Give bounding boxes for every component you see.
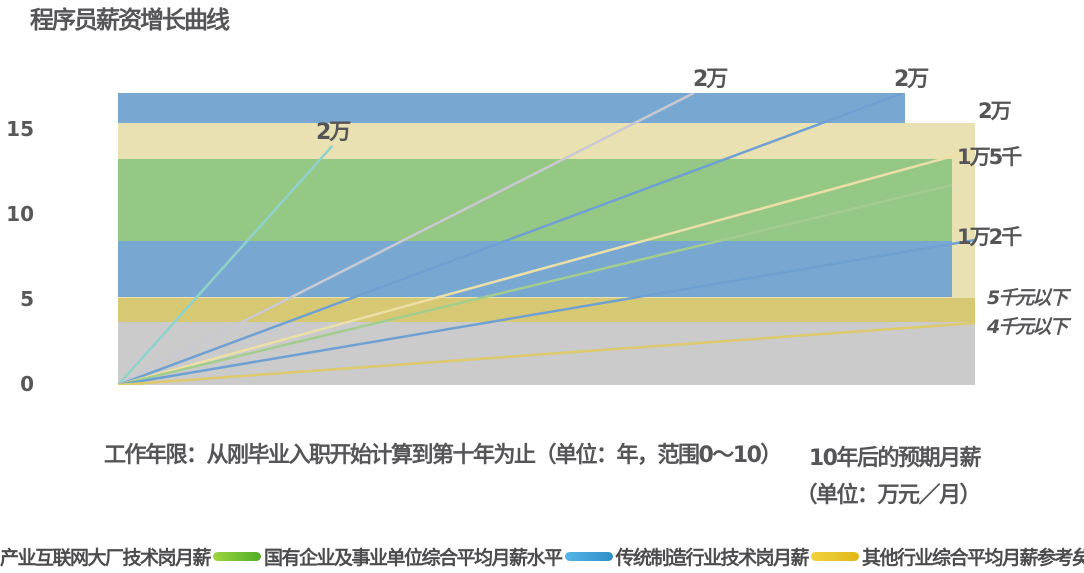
blue-line [118, 93, 904, 385]
teal-line [118, 145, 334, 385]
yellow-line [118, 321, 975, 385]
silver-line [118, 93, 695, 385]
x-axis-label: 工作年限：从刚毕业入职开始计算到第十年为止（单位：年，范围0～10） [104, 443, 782, 468]
series-lines-layer [118, 93, 975, 385]
legend-line-marker-green [213, 551, 262, 561]
band-label-cream: 1万5千 [957, 145, 1022, 169]
legend-label-yellow: 传统制造行业技术岗月薪 [615, 546, 810, 569]
band-label-top-blue: 2万 [978, 99, 1012, 123]
cream-line [118, 148, 975, 385]
chart-title: 程序员薪资增长曲线 [30, 6, 230, 34]
line-end-label-silver: 2万 [693, 67, 728, 92]
y-axis-tick-0: 0 [20, 372, 34, 396]
plot-area [118, 93, 975, 385]
green-line [118, 183, 953, 385]
legend-item-yellow[interactable]: 传统制造行业技术岗月薪 [616, 543, 863, 570]
legend-line-marker-blue [564, 551, 613, 561]
y-axis-tick-10: 10 [6, 202, 34, 226]
y-axis-tick-5: 5 [20, 287, 34, 311]
legend-label-gray: 其他行业综合平均月薪参考矣 [862, 546, 1084, 569]
legend-label-blue: 国有企业及事业单位综合平均月薪水平 [264, 546, 563, 569]
top-blue-band [118, 93, 905, 124]
legend-label-green: 产业互联网大厂技术岗月薪 [0, 546, 212, 569]
x-axis-right-label-line1: 10年后的预期月薪 [808, 446, 982, 471]
y-axis-tick-15: 15 [6, 117, 34, 141]
legend-item-green[interactable]: 产业互联网大厂技术岗月薪 [0, 543, 264, 570]
legend-item-gray[interactable]: 其他行业综合平均月薪参考矣 [862, 543, 1084, 570]
band-label-gray: 4千元以下 [987, 316, 1068, 338]
blue-line-2 [118, 238, 975, 385]
legend-item-blue[interactable]: 国有企业及事业单位综合平均月薪水平 [264, 543, 616, 570]
legend-line-marker-yellow [811, 551, 860, 561]
line-end-label-teal: 2万 [316, 120, 351, 145]
x-axis-right-label-line2: （单位：万元／月） [795, 483, 981, 508]
band-label-green: 1万2千 [957, 225, 1022, 249]
chart-legend: 产业互联网大厂技术岗月薪 国有企业及事业单位综合平均月薪水平 传统制造行业技术岗… [0, 543, 1084, 569]
line-end-label-blue: 2万 [894, 67, 929, 92]
band-label-dark-yellow: 5千元以下 [987, 287, 1068, 309]
mid-blue-band [118, 241, 952, 298]
